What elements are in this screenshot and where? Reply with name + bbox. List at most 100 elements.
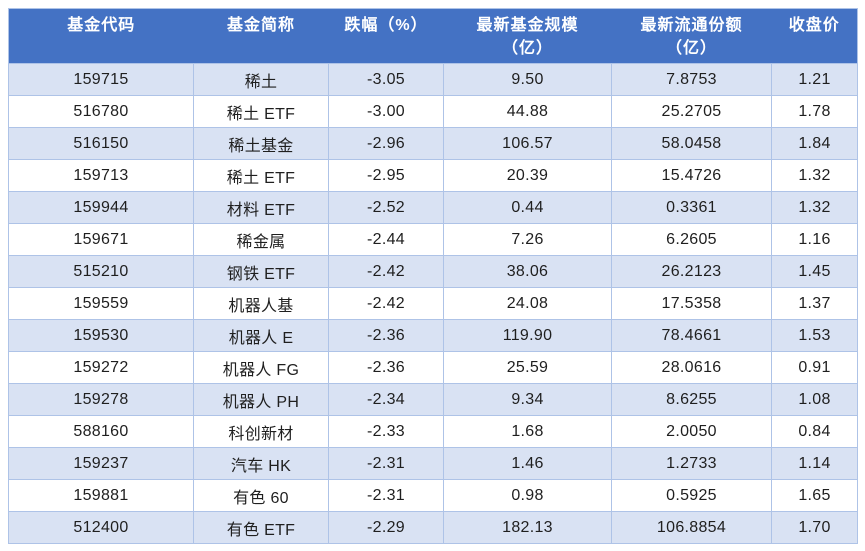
table-cell: -2.95 xyxy=(328,159,444,192)
table-cell: 159713 xyxy=(8,159,194,192)
table-cell: 0.5925 xyxy=(611,479,772,512)
table-cell: 159944 xyxy=(8,191,194,224)
header-label: 基金简称 xyxy=(226,17,295,34)
table-row: 159237 汽车 HK -2.31 1.46 1.2733 1.14 xyxy=(8,447,858,480)
table-cell: 159530 xyxy=(8,319,194,352)
table-cell: 9.34 xyxy=(443,383,612,416)
table-cell: 182.13 xyxy=(443,511,612,544)
table-row: 515210 钢铁 ETF -2.42 38.06 26.2123 1.45 xyxy=(8,255,858,288)
table-cell: 159671 xyxy=(8,223,194,256)
table-cell: 2.0050 xyxy=(611,415,772,448)
table-row: 159278 机器人 PH -2.34 9.34 8.6255 1.08 xyxy=(8,383,858,416)
table-cell: 515210 xyxy=(8,255,194,288)
table-body: 159715 稀土 -3.05 9.50 7.8753 1.21 516780 稀土 ETF -… xyxy=(8,63,858,544)
table-cell: 1.53 xyxy=(771,319,858,352)
header-decline-pct: 跌幅（%） xyxy=(328,8,444,64)
table-cell: 1.16 xyxy=(771,223,858,256)
table-row: 588160 科创新材 -2.33 1.68 2.0050 0.84 xyxy=(8,415,858,448)
table-cell: 科创新材 xyxy=(193,415,329,448)
table-cell: 1.37 xyxy=(771,287,858,320)
table-cell: -2.44 xyxy=(328,223,444,256)
table-cell: 1.32 xyxy=(771,159,858,192)
table-row: 159881 有色 60 -2.31 0.98 0.5925 1.65 xyxy=(8,479,858,512)
table-cell: 106.8854 xyxy=(611,511,772,544)
table-cell: 159237 xyxy=(8,447,194,480)
table-row: 159944 材料 ETF -2.52 0.44 0.3361 1.32 xyxy=(8,191,858,224)
table-cell: 1.70 xyxy=(771,511,858,544)
table-cell: -2.29 xyxy=(328,511,444,544)
table-cell: -2.36 xyxy=(328,351,444,384)
table-cell: 稀土 ETF xyxy=(193,159,329,192)
header-fund-name: 基金简称 xyxy=(193,8,329,64)
table-cell: 1.45 xyxy=(771,255,858,288)
table-cell: -2.42 xyxy=(328,287,444,320)
header-label-unit: （亿） xyxy=(501,40,553,58)
table-cell: 25.59 xyxy=(443,351,612,384)
table-cell: 9.50 xyxy=(443,63,612,96)
table-cell: 机器人 PH xyxy=(193,383,329,416)
table-cell: 0.91 xyxy=(771,351,858,384)
table-cell: -2.33 xyxy=(328,415,444,448)
table-cell: -2.31 xyxy=(328,447,444,480)
table-cell: 1.2733 xyxy=(611,447,772,480)
header-label: 基金代码 xyxy=(67,17,136,34)
table-cell: 20.39 xyxy=(443,159,612,192)
header-latest-fund-size: 最新基金规模 （亿） xyxy=(443,8,612,64)
table-cell: 78.4661 xyxy=(611,319,772,352)
table-cell: 汽车 HK xyxy=(193,447,329,480)
table-cell: 1.78 xyxy=(771,95,858,128)
table-cell: 159278 xyxy=(8,383,194,416)
table-cell: 159881 xyxy=(8,479,194,512)
table-cell: 1.21 xyxy=(771,63,858,96)
table-row: 159559 机器人基 -2.42 24.08 17.5358 1.37 xyxy=(8,287,858,320)
table-cell: -2.42 xyxy=(328,255,444,288)
table-cell: 0.98 xyxy=(443,479,612,512)
fund-table: 基金代码 基金简称 跌幅（%） 最新基金规模 （亿） 最新流通份额 （亿） 收盘 xyxy=(8,8,858,544)
table-cell: 1.08 xyxy=(771,383,858,416)
table-cell: -3.00 xyxy=(328,95,444,128)
table-cell: 有色 60 xyxy=(193,479,329,512)
table-cell: 0.84 xyxy=(771,415,858,448)
table-row: 159715 稀土 -3.05 9.50 7.8753 1.21 xyxy=(8,63,858,96)
table-cell: -2.96 xyxy=(328,127,444,160)
table-cell: 0.44 xyxy=(443,191,612,224)
table-row: 159713 稀土 ETF -2.95 20.39 15.4726 1.32 xyxy=(8,159,858,192)
table-cell: 1.68 xyxy=(443,415,612,448)
header-fund-code: 基金代码 xyxy=(8,8,194,64)
table-cell: 机器人基 xyxy=(193,287,329,320)
table-cell: 159715 xyxy=(8,63,194,96)
table-cell: 17.5358 xyxy=(611,287,772,320)
table-cell: 稀土 ETF xyxy=(193,95,329,128)
table-cell: 24.08 xyxy=(443,287,612,320)
table-cell: 稀土基金 xyxy=(193,127,329,160)
table-cell: 1.65 xyxy=(771,479,858,512)
table-cell: 25.2705 xyxy=(611,95,772,128)
table-cell: 1.46 xyxy=(443,447,612,480)
header-label: 最新流通份额 xyxy=(640,17,743,34)
table-cell: 0.3361 xyxy=(611,191,772,224)
table-cell: 稀金属 xyxy=(193,223,329,256)
table-cell: -2.34 xyxy=(328,383,444,416)
table-row: 512400 有色 ETF -2.29 182.13 106.8854 1.70 xyxy=(8,511,858,544)
table-cell: 512400 xyxy=(8,511,194,544)
table-row: 159530 机器人 E -2.36 119.90 78.4661 1.53 xyxy=(8,319,858,352)
table-cell: -2.52 xyxy=(328,191,444,224)
table-cell: 6.2605 xyxy=(611,223,772,256)
table-row: 516150 稀土基金 -2.96 106.57 58.0458 1.84 xyxy=(8,127,858,160)
table-cell: 38.06 xyxy=(443,255,612,288)
table-cell: 28.0616 xyxy=(611,351,772,384)
table-header-row: 基金代码 基金简称 跌幅（%） 最新基金规模 （亿） 最新流通份额 （亿） 收盘 xyxy=(8,8,858,64)
table-cell: 1.14 xyxy=(771,447,858,480)
table-row: 159671 稀金属 -2.44 7.26 6.2605 1.16 xyxy=(8,223,858,256)
table-cell: 7.8753 xyxy=(611,63,772,96)
table-cell: 钢铁 ETF xyxy=(193,255,329,288)
table-cell: -3.05 xyxy=(328,63,444,96)
table-cell: 7.26 xyxy=(443,223,612,256)
table-cell: 106.57 xyxy=(443,127,612,160)
table-cell: 机器人 E xyxy=(193,319,329,352)
table-cell: 159272 xyxy=(8,351,194,384)
header-closing-price: 收盘价 xyxy=(771,8,858,64)
table-cell: 159559 xyxy=(8,287,194,320)
table-cell: 1.32 xyxy=(771,191,858,224)
